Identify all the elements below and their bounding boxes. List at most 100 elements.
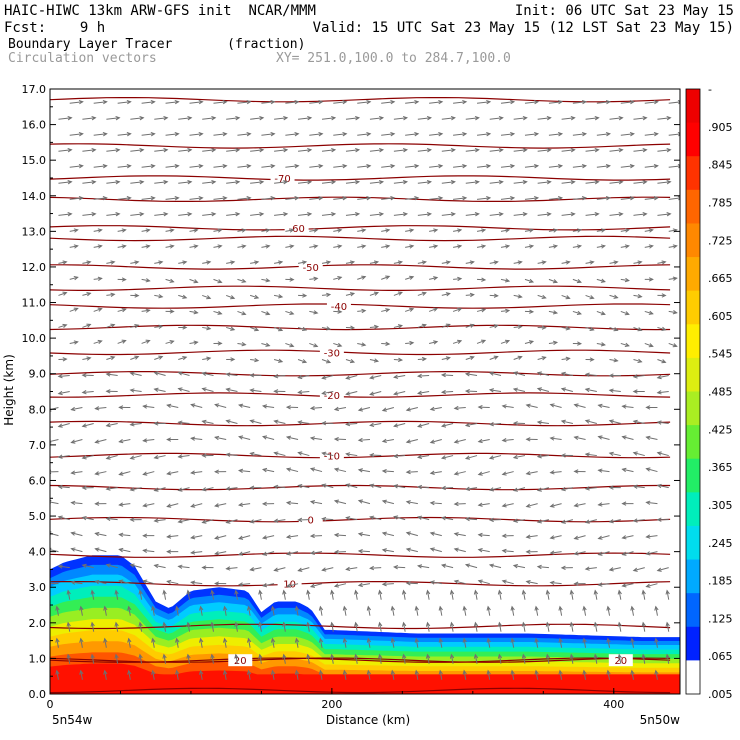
- wind-vector-701: [657, 260, 667, 265]
- wind-vector-717: [429, 244, 439, 249]
- wind-vector-847: [429, 164, 444, 169]
- wind-vector-540: [537, 356, 547, 361]
- wind-vector-137: [234, 589, 239, 600]
- contour-label-bg-7: [298, 513, 323, 526]
- wind-vector-721: [524, 244, 535, 249]
- wind-vector-284: [632, 518, 645, 523]
- wind-vector-587: [417, 323, 427, 328]
- wind-vector-311: [645, 500, 658, 505]
- valid-time: Valid: 15 UTC Sat 23 May 15 (12 LST Sat …: [312, 20, 734, 36]
- wind-vector-107: [127, 605, 132, 616]
- wind-vector-279: [512, 518, 526, 523]
- contour-line-4: [50, 285, 671, 291]
- wind-vector-333: [560, 486, 573, 492]
- wind-vector-35: [282, 653, 287, 664]
- colorbar-label-1: .905: [708, 121, 733, 134]
- wind-vector-677: [82, 260, 92, 265]
- wind-vector-400: [285, 435, 299, 441]
- contour-label-0: -70: [274, 174, 290, 185]
- wind-vector-323: [321, 483, 334, 489]
- contour-line-22: [50, 657, 671, 663]
- wind-vector-874: [441, 147, 456, 153]
- wind-vector-136: [210, 589, 215, 600]
- wind-vector-128: [630, 605, 635, 616]
- wind-vector-681: [178, 260, 188, 265]
- wind-vector-340: [94, 471, 107, 476]
- wind-vector-566: [548, 340, 559, 346]
- wind-vector-858: [58, 147, 73, 153]
- wind-vector-853: [572, 164, 588, 169]
- contour-line-8: [50, 484, 671, 491]
- wind-vector-415: [645, 435, 658, 441]
- wind-vector-931: [561, 115, 576, 121]
- wind-vector-151: [569, 589, 575, 600]
- wind-vector-377: [369, 452, 382, 458]
- wind-vector-464: [573, 403, 586, 408]
- init-time: Init: 06 UTC Sat 23 May 15: [514, 3, 734, 19]
- wind-vector-59: [222, 637, 228, 648]
- wind-vector-375: [321, 451, 334, 457]
- wind-vector-429: [369, 422, 382, 428]
- wind-vector-220: [333, 549, 346, 555]
- wind-vector-278: [488, 517, 502, 523]
- wind-vector-402: [333, 437, 346, 442]
- wind-vector-811: [178, 180, 193, 185]
- wind-vector-831: [657, 180, 672, 185]
- wind-vector-872: [393, 147, 409, 153]
- wind-vector-683: [226, 260, 236, 265]
- wind-vector-345: [214, 469, 227, 474]
- wind-vector-628: [154, 294, 164, 299]
- wind-vector-766: [345, 212, 361, 217]
- wind-vector-113: [270, 605, 276, 616]
- wind-vector-274: [393, 515, 406, 521]
- wind-vector-384: [536, 454, 549, 459]
- wind-vector-281: [560, 519, 574, 524]
- contour-line-11: [50, 687, 671, 694]
- wind-vector-893: [285, 131, 300, 137]
- wind-vector-104: [55, 605, 60, 616]
- wind-vector-934: [633, 115, 648, 121]
- contour-line-1: [50, 143, 671, 149]
- wind-vector-414: [621, 435, 634, 441]
- wind-vector-330: [488, 487, 502, 492]
- wind-vector-321: [273, 484, 286, 490]
- wind-vector-891: [237, 131, 252, 137]
- wind-vector-261: [81, 515, 94, 521]
- wind-vector-298: [333, 499, 347, 505]
- wind-vector-794: [405, 196, 420, 201]
- wind-vector-780: [69, 196, 84, 201]
- wind-vector-900: [453, 131, 468, 137]
- wind-vector-172: [429, 580, 442, 585]
- wind-vector-894: [309, 131, 324, 137]
- wind-vector-58: [199, 637, 204, 648]
- wind-vector-105: [79, 605, 84, 616]
- wind-vector-918: [250, 115, 265, 121]
- forecast-label: Fcst:: [4, 20, 47, 36]
- contour-line-2: [50, 196, 671, 202]
- wind-vector-396: [190, 436, 203, 441]
- wind-vector-590: [489, 324, 499, 329]
- wind-vector-119: [414, 605, 419, 616]
- contour-line-13: [50, 225, 671, 231]
- wind-vector-300: [381, 499, 395, 505]
- wind-vector-856: [644, 164, 659, 169]
- wind-vector-622: [644, 310, 654, 315]
- wind-vector-886: [117, 131, 132, 137]
- wind-vector-491: [608, 388, 621, 393]
- wind-vector-476: [249, 388, 262, 393]
- wind-vector-761: [226, 212, 241, 217]
- wind-vector-497: [129, 371, 142, 376]
- wind-vector-528: [250, 357, 260, 363]
- wind-vector-778: [633, 212, 648, 217]
- wind-vector-664: [405, 275, 415, 280]
- wind-vector-788: [261, 196, 276, 201]
- wind-vector-446: [142, 404, 155, 409]
- wind-vector-532: [345, 358, 356, 364]
- wind-vector-224: [429, 547, 442, 553]
- wind-vector-818: [345, 180, 361, 185]
- wind-vector-911: [82, 115, 97, 121]
- wind-vector-810: [154, 180, 169, 185]
- wind-vector-515: [560, 371, 573, 377]
- wind-vector-502: [249, 373, 262, 378]
- wind-vector-114: [294, 605, 300, 616]
